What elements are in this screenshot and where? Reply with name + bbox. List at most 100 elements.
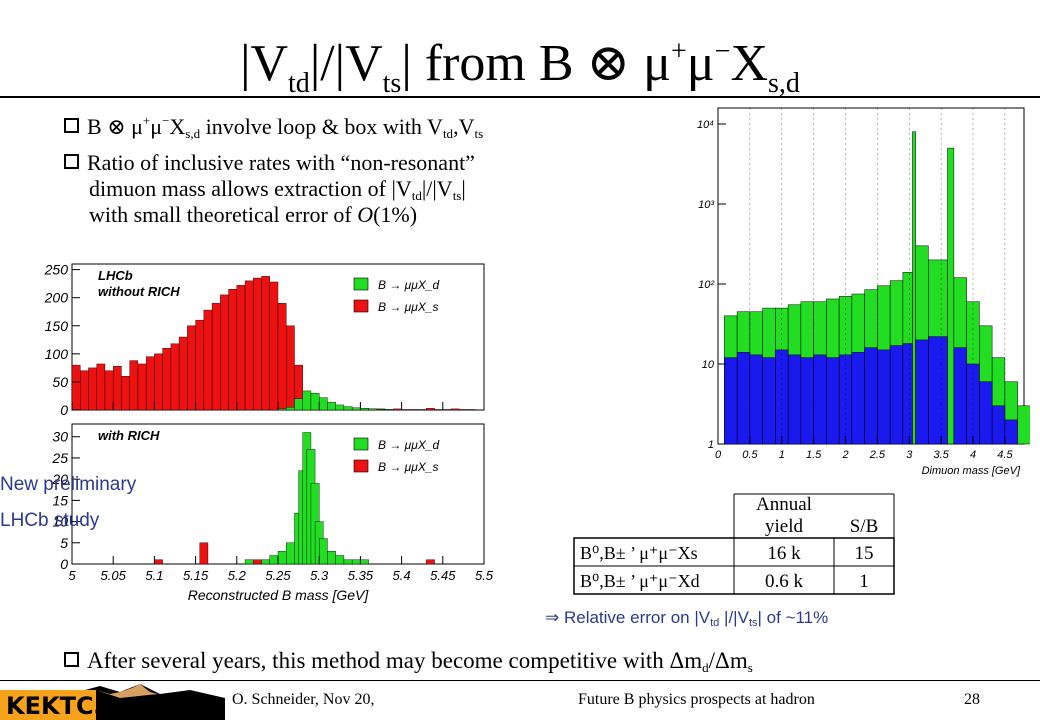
x-tick-label: 5.2 — [228, 568, 247, 583]
x-tick-label: 4 — [970, 449, 976, 461]
relative-error-note: ⇒ Relative error on |Vtd |/|Vts| of ~11% — [545, 608, 829, 629]
histogram-bar — [261, 559, 270, 565]
histogram-bar — [302, 390, 312, 411]
x-tick-label: 5.5 — [475, 568, 494, 583]
table-row-sb: 15 — [855, 543, 874, 564]
histogram-bar — [154, 353, 163, 411]
x-tick-label: 3.5 — [933, 449, 949, 461]
histogram-bar — [162, 348, 172, 411]
histogram-bar — [450, 408, 460, 411]
histogram-bar — [915, 339, 929, 445]
histogram-bar — [244, 559, 254, 565]
table-row-decay: B⁰,B± ’ μ⁺μ⁻Xd — [580, 571, 700, 591]
table-row-sb: 1 — [859, 571, 869, 592]
histogram-bar — [327, 551, 336, 565]
x-tick-label: 2 — [841, 449, 848, 461]
histogram-bar — [724, 357, 738, 445]
histogram-bar — [426, 559, 435, 565]
histogram-bar — [253, 559, 262, 565]
y-tick-label: 10³ — [698, 199, 714, 211]
histogram-bar — [129, 360, 139, 411]
histogram-bar — [351, 407, 361, 411]
histogram-bar — [327, 401, 336, 411]
table-header-annual: Annual — [756, 494, 812, 515]
legend-swatch — [353, 437, 369, 451]
footer-author: O. Schneider, Nov 20, — [232, 691, 375, 708]
histogram-bar — [889, 345, 904, 445]
bullet-square-icon — [64, 118, 79, 133]
histogram-bar — [409, 409, 419, 411]
legend-label: B → μμX_d — [378, 278, 439, 292]
legend-swatch — [353, 459, 369, 473]
histogram-bar — [335, 555, 345, 565]
y-tick-label: 30 — [52, 429, 68, 445]
histogram-bar — [467, 409, 476, 411]
footer-divider — [0, 680, 1040, 681]
histogram-bar — [826, 357, 840, 445]
x-axis-label: Dimuon mass [GeV] — [922, 465, 1021, 477]
x-tick-label: 0 — [715, 449, 722, 461]
histogram-bar — [286, 542, 295, 565]
x-tick-label: 5 — [68, 568, 76, 583]
histogram-bar — [991, 405, 1006, 445]
histogram-bar — [277, 408, 287, 411]
x-tick-label: 2.5 — [869, 449, 886, 461]
histogram-bar — [277, 303, 287, 411]
histogram-bar — [220, 294, 229, 411]
note-line-1: New preliminary — [0, 474, 137, 495]
histogram-bar — [902, 343, 913, 445]
table-header-sb: S/B — [850, 516, 879, 537]
bullet-square-icon — [64, 154, 79, 169]
histogram-bar — [170, 343, 180, 411]
yield-table: Annual yield S/B B⁰,B± ’ μ⁺μ⁻Xs 16 k 15 … — [573, 493, 895, 595]
histogram-bar — [426, 408, 435, 411]
y-tick-label: 20 — [51, 471, 68, 487]
x-tick-label: 3 — [906, 449, 913, 461]
bullet-square-icon — [64, 652, 79, 667]
bullet-1: B ⊗ μ+μ−Xs,d involve loop & box with Vtd… — [64, 108, 483, 147]
note-line-2: LHCb study — [0, 510, 100, 531]
x-tick-label: 5.1 — [145, 568, 163, 583]
histogram-bar — [736, 352, 751, 445]
histogram-bar — [813, 354, 827, 445]
histogram-bar — [203, 309, 213, 411]
kektc5-logo: KEKTC5 — [0, 684, 225, 720]
page-number: 28 — [964, 691, 980, 708]
histogram-bar — [104, 370, 114, 411]
x-tick-label: 5.35 — [348, 568, 374, 583]
bullet-2-line-2: dimuon mass allows extraction of |Vtd|/|… — [89, 176, 466, 203]
legend-label: B → μμX_s — [378, 460, 439, 474]
histogram-bar — [417, 409, 427, 411]
y-tick-label: 10 — [702, 359, 715, 371]
histogram-bar — [294, 398, 303, 411]
histogram-bar — [253, 277, 262, 411]
y-tick-label: 10⁴ — [697, 119, 714, 131]
x-tick-label: 5.05 — [101, 568, 127, 583]
x-axis-label: Reconstructed B mass [GeV] — [188, 587, 370, 603]
x-tick-label: 1 — [779, 449, 785, 461]
y-tick-label: 100 — [45, 346, 69, 362]
histogram-bar — [368, 408, 378, 411]
histogram-bar — [88, 367, 97, 411]
x-tick-label: 5.4 — [393, 568, 411, 583]
histogram-bar — [947, 147, 955, 445]
histogram-bar — [912, 131, 916, 445]
x-tick-label: 5.3 — [310, 568, 329, 583]
legend-label: B → μμX_s — [378, 300, 439, 314]
histogram-bar — [228, 289, 237, 411]
histogram-bar — [360, 408, 369, 411]
panel-label: with RICH — [98, 428, 160, 443]
table-row-yield: 0.6 k — [765, 571, 804, 592]
histogram-bar — [319, 397, 328, 411]
histogram-bar — [401, 409, 411, 411]
table-header-yield: yield — [765, 516, 803, 537]
histogram-bar — [154, 559, 163, 565]
histogram-bar — [953, 347, 967, 445]
table-row-yield: 16 k — [767, 543, 801, 564]
bullet-2: Ratio of inclusive rates with “non-reson… — [64, 150, 475, 176]
y-tick-label: 10 — [52, 514, 68, 530]
histogram-bar — [376, 409, 386, 411]
